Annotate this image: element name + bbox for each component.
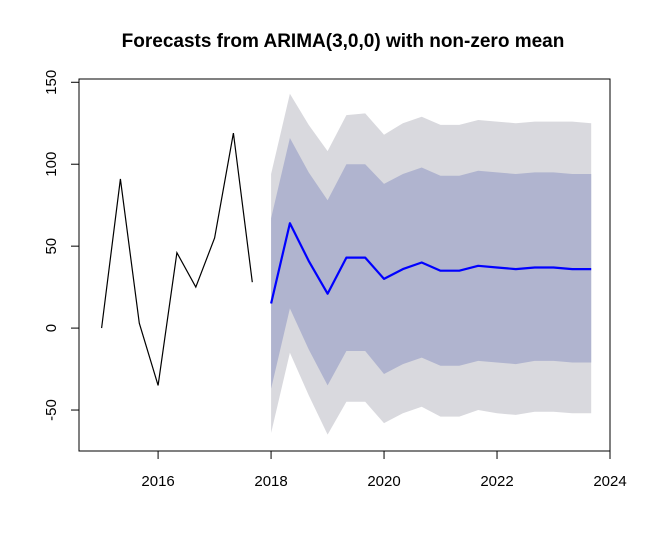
y-tick-label: 0 — [43, 324, 60, 332]
y-tick-label: -50 — [43, 399, 60, 421]
x-tick-label: 2024 — [593, 473, 626, 490]
history-line — [101, 132, 253, 386]
y-tick-label: 150 — [43, 70, 60, 95]
prediction-bands — [271, 93, 592, 435]
band-80 — [271, 138, 592, 389]
chart-title: Forecasts from ARIMA(3,0,0) with non-zer… — [122, 31, 565, 52]
x-tick-label: 2020 — [367, 473, 400, 490]
y-tick-label: 100 — [43, 152, 60, 177]
x-axis: 2016 2018 2020 2022 2024 — [141, 450, 627, 490]
x-tick-label: 2018 — [254, 473, 287, 490]
series-lines — [101, 132, 592, 386]
x-tick-label: 2022 — [480, 473, 513, 490]
x-tick-label: 2016 — [141, 473, 174, 490]
y-tick-label: 50 — [43, 238, 60, 255]
y-axis: -50 0 50 100 150 — [43, 70, 80, 421]
forecast-line — [270, 222, 592, 304]
